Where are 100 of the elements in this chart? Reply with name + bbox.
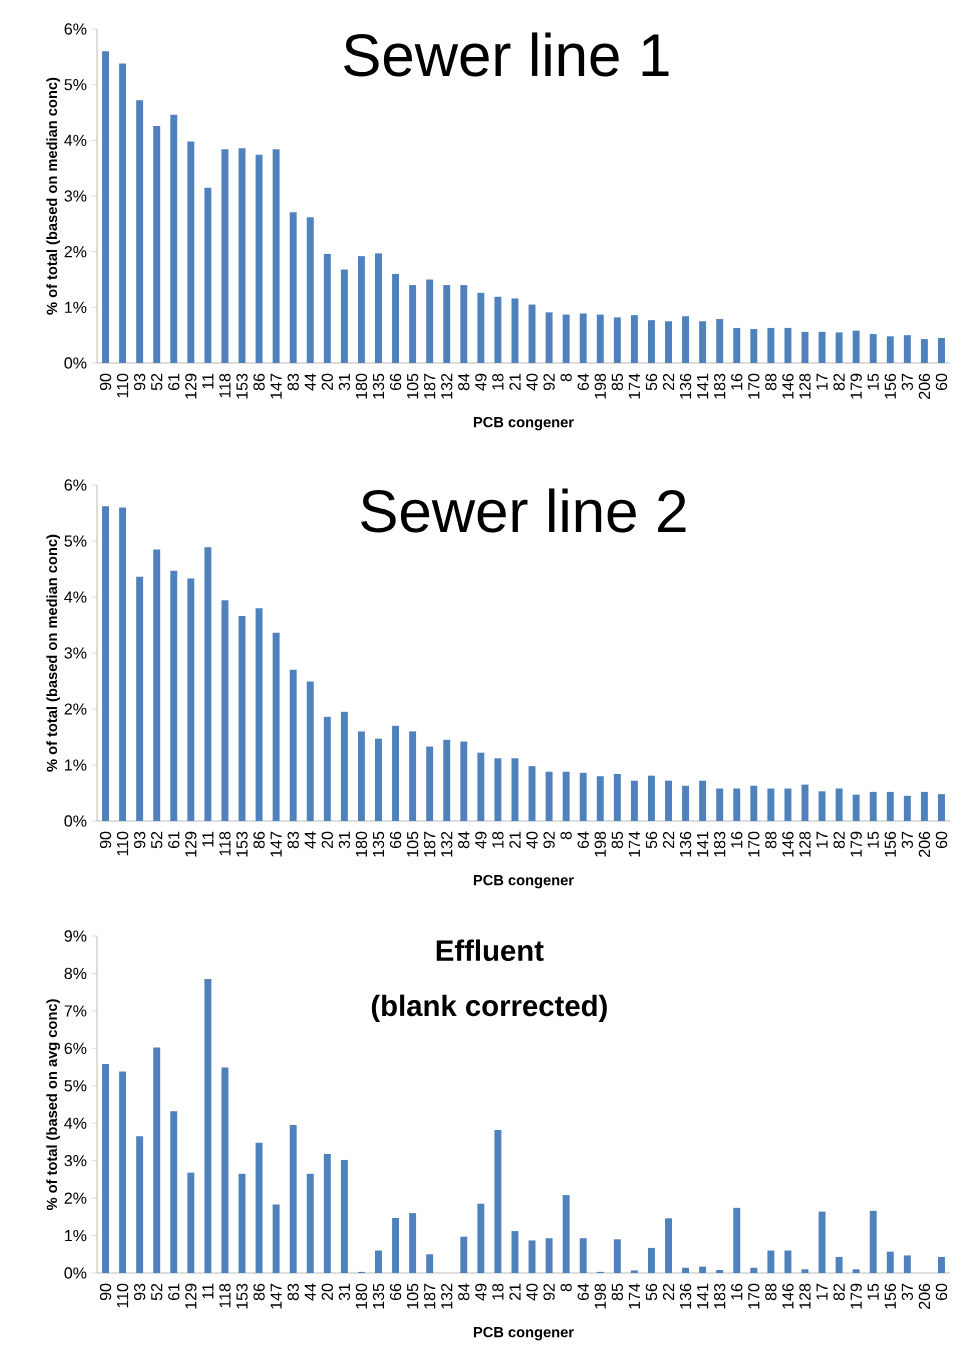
bar — [204, 979, 212, 1274]
x-tick-label: 174 — [628, 373, 640, 399]
x-tick-label: 18 — [492, 373, 504, 390]
bar — [630, 1270, 638, 1274]
bar — [221, 1067, 229, 1274]
x-tick-label: 146 — [782, 831, 794, 857]
x-tick-label: 141 — [697, 1283, 709, 1309]
x-tick-label: 20 — [321, 831, 333, 849]
bar — [682, 1267, 690, 1274]
x-tick-label: 136 — [679, 373, 692, 399]
x-tick-label: 206 — [918, 1283, 931, 1309]
x-tick-label: 90 — [99, 1283, 112, 1301]
bar — [835, 332, 843, 364]
bar — [170, 114, 178, 364]
x-tick-label: 49 — [475, 831, 487, 849]
x-tick-label: 37 — [901, 831, 913, 849]
x-tick-label: 20 — [321, 1283, 333, 1301]
bar — [630, 315, 638, 364]
x-tick-label: 85 — [611, 373, 623, 391]
x-tick-label: 40 — [526, 831, 538, 849]
y-tick-label: 1% — [65, 301, 87, 313]
x-tick-label: 135 — [372, 1283, 385, 1309]
x-tick-label: 31 — [338, 373, 351, 391]
x-tick-label: 187 — [424, 1283, 436, 1309]
y-tick-label: 9% — [64, 930, 87, 942]
bar — [784, 788, 792, 822]
bar — [818, 1211, 826, 1274]
bar — [136, 576, 144, 822]
x-tick-label: 60 — [935, 1283, 948, 1301]
x-tick-label: 83 — [287, 373, 299, 391]
bar — [102, 1064, 109, 1274]
bar — [613, 1239, 621, 1274]
x-tick-label: 179 — [850, 831, 862, 857]
x-tick-label: 16 — [731, 831, 743, 848]
bar — [409, 285, 417, 364]
x-tick-label: 105 — [406, 373, 419, 399]
bar — [102, 51, 109, 364]
x-tick-label: 128 — [799, 1283, 811, 1309]
x-tick-label: 146 — [782, 1283, 794, 1309]
x-tick-label: 129 — [185, 831, 197, 857]
x-tick-label: 153 — [236, 1283, 248, 1309]
x-tick-label: 40 — [526, 1283, 538, 1301]
bar — [153, 125, 161, 364]
x-tick-label: 31 — [338, 1283, 351, 1301]
bar — [733, 1207, 741, 1274]
x-tick-label: 135 — [372, 831, 385, 857]
x-tick-label: 64 — [577, 1283, 589, 1301]
x-tick-label: 21 — [509, 1283, 521, 1301]
bar — [869, 1210, 877, 1274]
x-tick-label: 128 — [799, 373, 811, 399]
bar — [682, 785, 690, 822]
x-tick-label: 8 — [560, 831, 572, 840]
bar — [255, 1142, 263, 1274]
x-axis-title: PCB congener — [473, 1326, 574, 1341]
bar — [494, 296, 502, 364]
x-tick-label: 174 — [628, 1283, 640, 1309]
text: (blank corrected) — [371, 994, 607, 1022]
bar — [733, 788, 741, 822]
y-tick-label: 4% — [64, 134, 87, 146]
x-tick-label: 147 — [270, 373, 282, 399]
x-tick-label: 110 — [116, 831, 129, 856]
bar — [443, 739, 451, 822]
x-tick-label: 110 — [116, 373, 129, 398]
x-tick-label: 118 — [219, 373, 231, 398]
x-tick-label: 156 — [884, 373, 896, 399]
bar — [545, 312, 553, 364]
x-tick-label: 22 — [662, 1283, 675, 1301]
bar — [272, 149, 280, 364]
x-tick-label: 206 — [918, 831, 931, 857]
bar — [460, 741, 468, 822]
x-tick-label: 44 — [304, 373, 316, 391]
x-tick-label: 141 — [697, 831, 709, 857]
bar — [426, 746, 434, 822]
bar — [596, 314, 604, 364]
bar — [938, 794, 945, 822]
x-tick-label: 183 — [714, 1283, 726, 1309]
bar — [255, 608, 263, 822]
bar — [187, 578, 195, 822]
x-tick-label: 17 — [816, 373, 828, 390]
bar — [323, 253, 331, 364]
bar — [920, 339, 928, 364]
x-tick-label: 92 — [543, 1283, 555, 1301]
x-tick-label: 92 — [543, 831, 555, 849]
y-axis-title: % of total (based on median conc) — [46, 534, 60, 772]
x-tick-label: 179 — [850, 1283, 862, 1309]
bar — [647, 1247, 655, 1274]
x-tick-label: 66 — [389, 373, 402, 391]
bar — [647, 775, 655, 822]
bar — [494, 1129, 502, 1274]
bar — [852, 1269, 860, 1274]
x-tick-label: 90 — [99, 831, 112, 849]
x-tick-label: 49 — [475, 1283, 487, 1301]
y-tick-label: 7% — [64, 1005, 87, 1017]
bar — [119, 63, 127, 364]
bar — [255, 154, 263, 364]
x-tick-label: 187 — [424, 373, 436, 399]
x-tick-label: 52 — [151, 831, 163, 849]
x-tick-label: 118 — [219, 1283, 231, 1308]
bar — [869, 334, 877, 364]
x-tick-label: 16 — [731, 1283, 743, 1300]
